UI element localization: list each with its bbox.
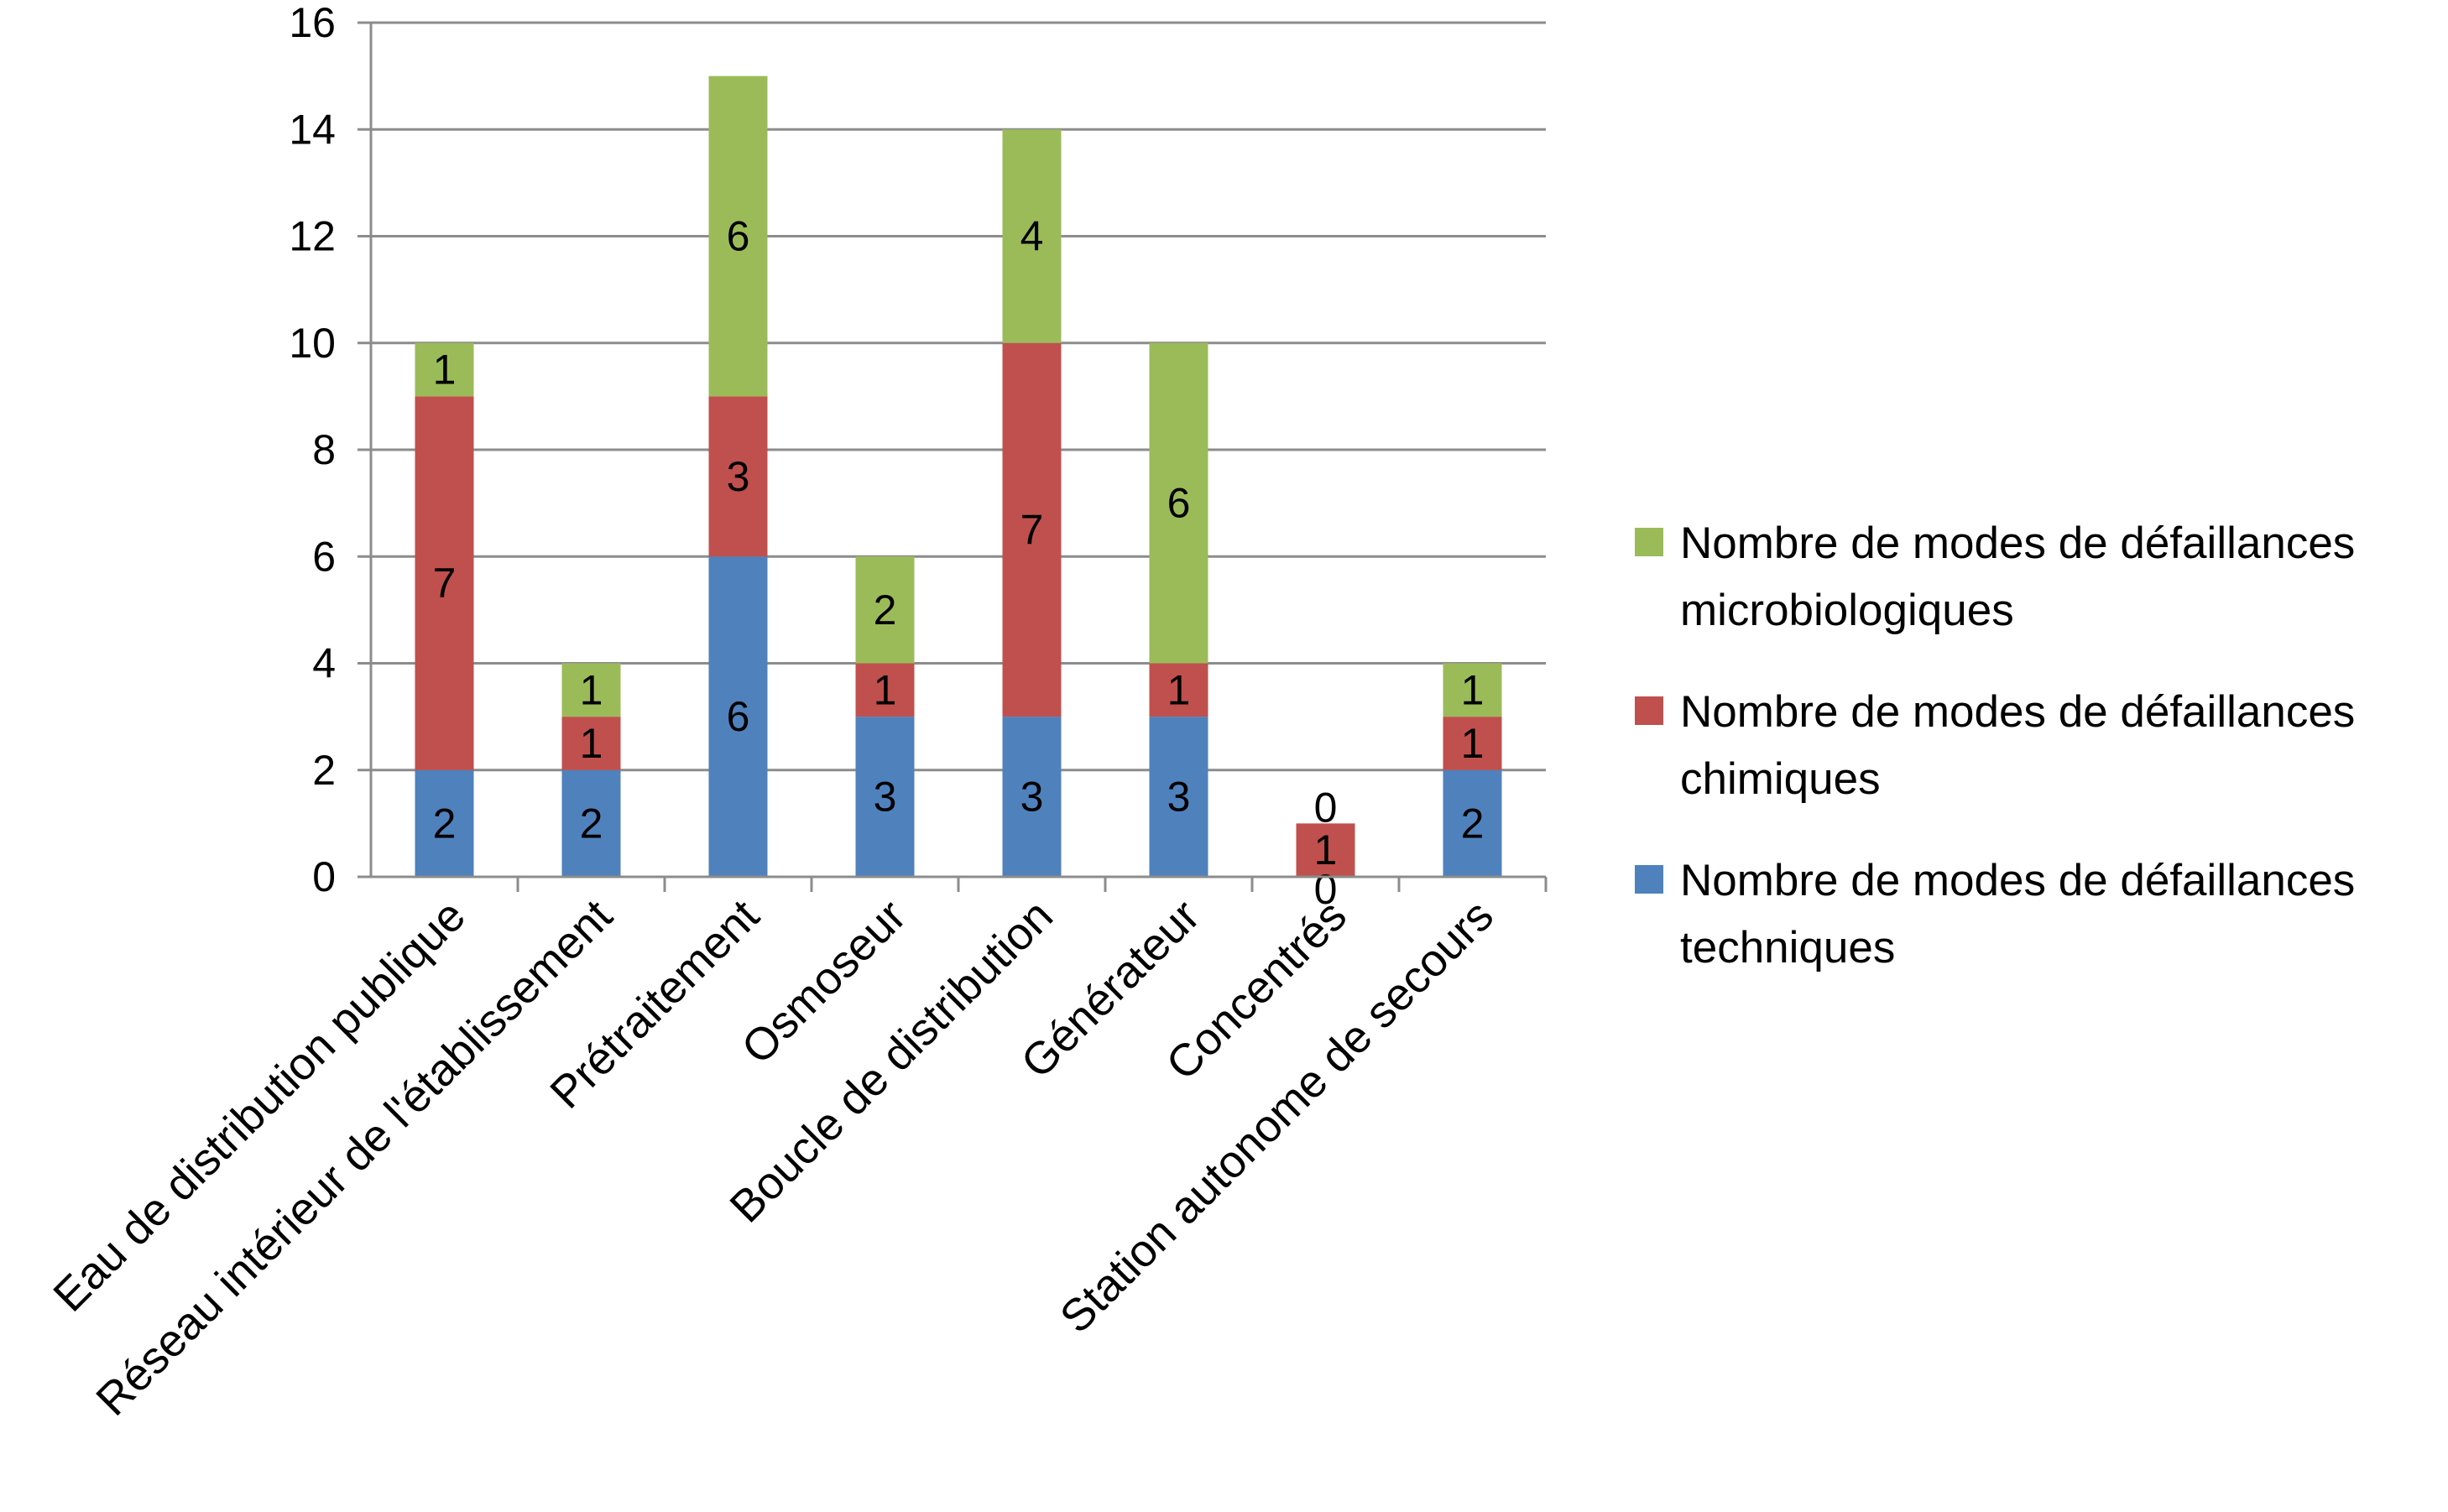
axes xyxy=(358,21,1548,892)
y-tick-label: 14 xyxy=(289,106,336,153)
bar-segment xyxy=(855,717,915,877)
data-label: 1 xyxy=(874,666,897,713)
data-label: 0 xyxy=(1314,784,1338,831)
legend-label: chimiques xyxy=(1680,754,1881,804)
data-label: 0 xyxy=(1314,866,1338,913)
legend-label: Nombre de modes de défaillances xyxy=(1680,687,2355,737)
bars xyxy=(415,76,1502,877)
bar-segment xyxy=(1296,823,1355,877)
legend-label: techniques xyxy=(1680,923,1895,972)
bar-segment xyxy=(708,396,768,557)
data-label: 1 xyxy=(580,666,603,713)
data-label: 2 xyxy=(580,800,603,847)
y-tick-label: 0 xyxy=(312,853,336,900)
data-label: 6 xyxy=(1167,480,1191,527)
y-tick-label: 8 xyxy=(312,426,336,473)
data-label: 3 xyxy=(1020,774,1044,821)
data-label: 3 xyxy=(727,453,750,500)
bar-segment xyxy=(415,396,474,770)
bar-segment xyxy=(855,663,915,717)
bar-segment xyxy=(1002,129,1062,343)
gridlines xyxy=(371,21,1546,772)
data-label: 2 xyxy=(1461,800,1485,847)
data-label: 2 xyxy=(874,587,897,633)
legend-swatch xyxy=(1635,528,1663,556)
bar-segment xyxy=(708,76,768,397)
bar-segment xyxy=(561,663,621,717)
bar-segment xyxy=(708,556,768,877)
bar-segment xyxy=(855,556,915,664)
category-label: Réseau intérieur de l'établissement xyxy=(86,890,622,1426)
data-label: 2 xyxy=(433,800,457,847)
legend-label: microbiologiques xyxy=(1680,586,2014,635)
legend-swatch xyxy=(1635,865,1663,894)
data-label: 1 xyxy=(1167,666,1191,713)
data-label: 3 xyxy=(874,774,897,821)
y-tick-label: 12 xyxy=(289,213,336,260)
bar-segment xyxy=(415,342,474,397)
bar-segment xyxy=(1002,342,1062,717)
y-tick-label: 6 xyxy=(312,533,336,580)
legend-label: Nombre de modes de défaillances xyxy=(1680,856,2355,905)
data-label: 6 xyxy=(727,693,750,740)
bar-segment xyxy=(415,769,474,877)
bar-segment xyxy=(561,769,621,877)
bar-segment xyxy=(1002,717,1062,877)
y-tick-label: 4 xyxy=(312,640,336,687)
bar-segment xyxy=(1149,663,1208,717)
bar-segment xyxy=(561,717,621,770)
data-label: 1 xyxy=(1314,826,1338,873)
y-tick-label: 2 xyxy=(312,747,336,794)
data-label: 1 xyxy=(1461,666,1485,713)
data-label: 6 xyxy=(727,213,750,260)
y-tick-label: 16 xyxy=(289,0,336,46)
legend-swatch xyxy=(1635,696,1663,725)
y-tick-label: 10 xyxy=(289,320,336,367)
legend: Nombre de modes de défaillances microbiol… xyxy=(1635,519,2355,972)
legend-label: Nombre de modes de défaillances xyxy=(1680,519,2355,568)
bar-segment xyxy=(1149,717,1208,877)
bar-segment xyxy=(1443,717,1502,770)
data-label: 1 xyxy=(580,720,603,767)
data-label: 7 xyxy=(1020,506,1044,553)
bar-segment xyxy=(1443,769,1502,877)
bar-segment xyxy=(1149,342,1208,664)
data-label: 4 xyxy=(1020,213,1044,260)
data-label: 1 xyxy=(1461,720,1485,767)
y-axis-tick-labels: 0 2 4 6 8 10 12 14 16 xyxy=(289,0,336,900)
data-label: 1 xyxy=(433,347,457,394)
data-label: 7 xyxy=(433,560,457,607)
bar-segment xyxy=(1443,663,1502,717)
data-label: 3 xyxy=(1167,774,1191,821)
